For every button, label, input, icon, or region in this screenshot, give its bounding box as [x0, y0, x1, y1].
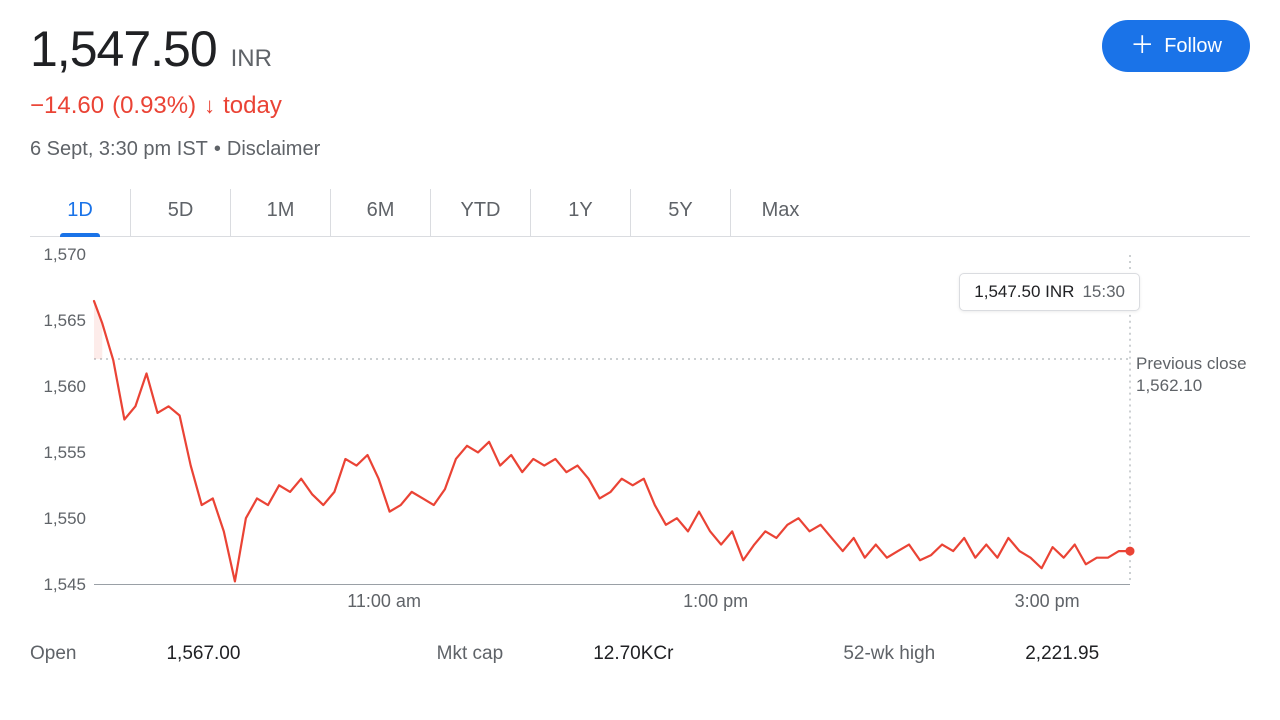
tooltip-time: 15:30 [1082, 282, 1125, 301]
timestamp: 6 Sept, 3:30 pm IST [30, 138, 208, 161]
y-axis: 1,5701,5651,5601,5551,5501,545 [30, 255, 94, 585]
currency-label: INR [231, 45, 272, 73]
tab-5y[interactable]: 5Y [630, 189, 730, 236]
tooltip-value: 1,547.50 INR [974, 282, 1074, 301]
stat-value: 1,567.00 [166, 643, 240, 665]
stats-row: Open 1,567.00 Mkt cap 12.70KCr 52-wk high 2,2… [30, 643, 1250, 665]
tab-5d[interactable]: 5D [130, 189, 230, 236]
x-tick: 3:00 pm [1015, 591, 1080, 612]
plus-icon: ＋ [1130, 34, 1154, 58]
price-tooltip: 1,547.50 INR 15:30 [959, 273, 1140, 311]
change-line: −14.60 (0.93%) ↓ today [30, 92, 320, 120]
timestamp-line: 6 Sept, 3:30 pm IST • Disclaimer [30, 138, 320, 161]
tab-1m[interactable]: 1M [230, 189, 330, 236]
chart-plot[interactable]: 1,547.50 INR 15:30 [94, 255, 1130, 585]
stat-item: 52-wk high 2,221.95 [843, 643, 1250, 665]
time-range-tabs: 1D5D1M6MYTD1Y5YMax [30, 189, 1250, 237]
tab-1y[interactable]: 1Y [530, 189, 630, 236]
y-tick: 1,545 [43, 575, 86, 595]
stat-item: Mkt cap 12.70KCr [437, 643, 844, 665]
price-change: −14.60 [30, 92, 104, 120]
previous-close-label: Previous close 1,562.10 [1136, 353, 1247, 397]
price-block: 1,547.50 INR −14.60 (0.93%) ↓ today 6 Se… [30, 20, 320, 161]
tab-ytd[interactable]: YTD [430, 189, 530, 236]
y-tick: 1,550 [43, 509, 86, 529]
arrow-down-icon: ↓ [204, 93, 215, 119]
chart-area: 1,5701,5651,5601,5551,5501,545 1,547.50 … [30, 255, 1250, 585]
y-tick: 1,570 [43, 245, 86, 265]
stat-item: Open 1,567.00 [30, 643, 437, 665]
x-tick: 1:00 pm [683, 591, 748, 612]
stat-label: Open [30, 643, 76, 665]
follow-label: Follow [1164, 35, 1222, 58]
previous-close-text: Previous close [1136, 353, 1247, 375]
y-tick: 1,565 [43, 311, 86, 331]
stat-label: 52-wk high [843, 643, 935, 665]
price-line: 1,547.50 INR [30, 20, 320, 78]
disclaimer-link[interactable]: Disclaimer [227, 138, 320, 161]
current-price: 1,547.50 [30, 20, 217, 78]
tab-1d[interactable]: 1D [30, 189, 130, 236]
header-row: 1,547.50 INR −14.60 (0.93%) ↓ today 6 Se… [30, 20, 1250, 161]
y-tick: 1,560 [43, 377, 86, 397]
x-tick: 11:00 am [347, 591, 421, 612]
tab-6m[interactable]: 6M [330, 189, 430, 236]
y-tick: 1,555 [43, 443, 86, 463]
price-change-pct: (0.93%) [112, 92, 196, 120]
tab-max[interactable]: Max [730, 189, 830, 236]
stat-label: Mkt cap [437, 643, 504, 665]
separator-dot: • [214, 138, 221, 161]
previous-close-value: 1,562.10 [1136, 375, 1247, 397]
stat-value: 12.70KCr [593, 643, 673, 665]
x-axis: 11:00 am 1:00 pm 3:00 pm [94, 591, 1130, 621]
stat-value: 2,221.95 [1025, 643, 1099, 665]
period-label: today [223, 92, 282, 120]
follow-button[interactable]: ＋ Follow [1102, 20, 1250, 72]
chart-right-margin: Previous close 1,562.10 [1130, 255, 1250, 585]
